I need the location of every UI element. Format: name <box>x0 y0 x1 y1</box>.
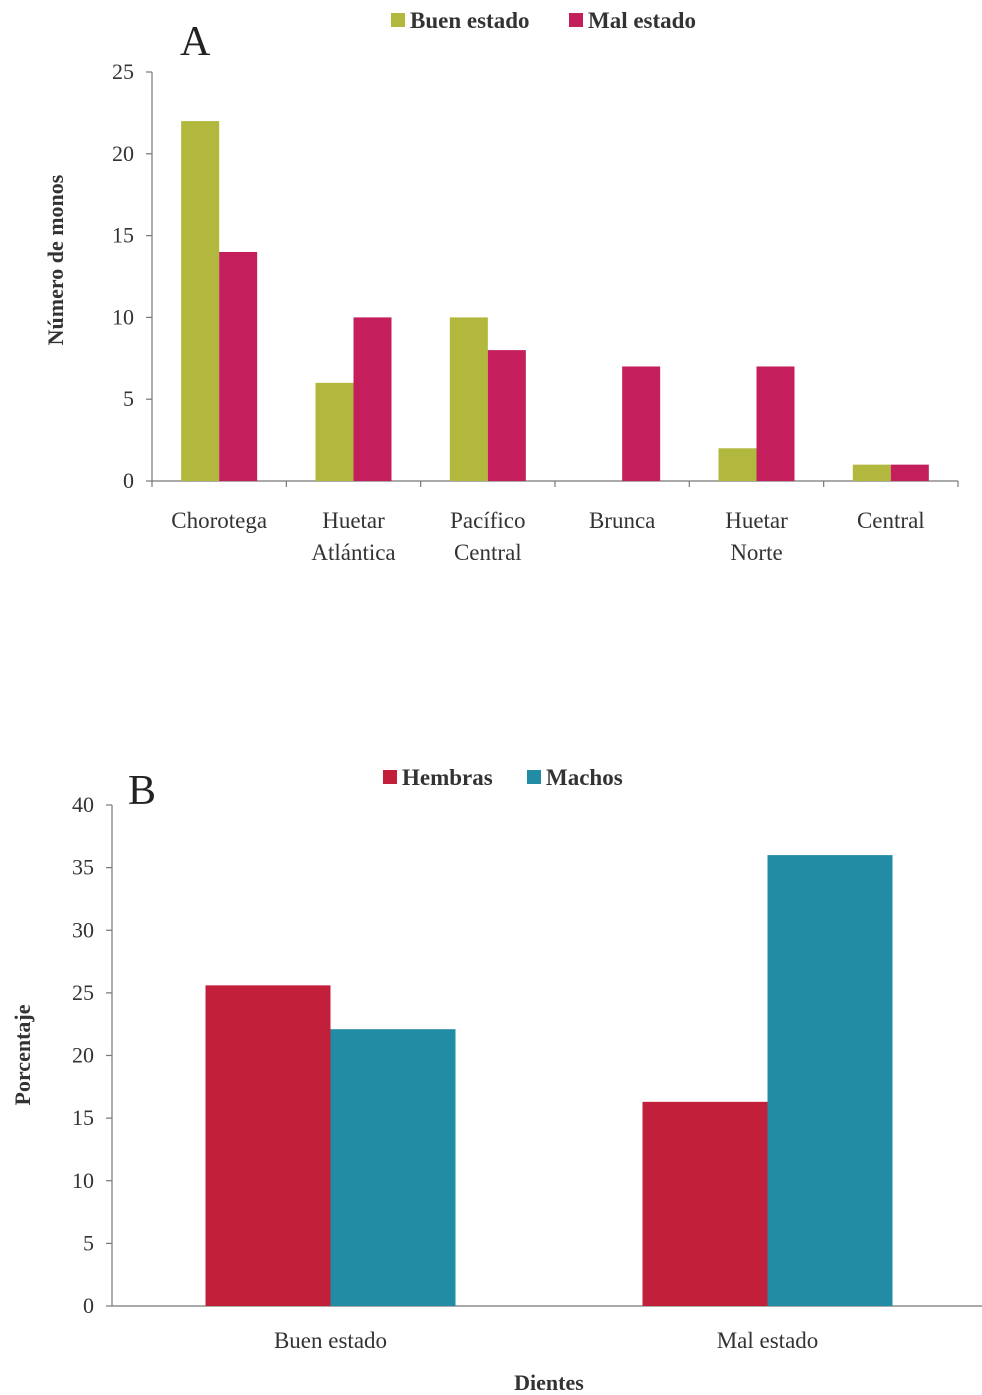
x-axis-title: Dientes <box>514 1370 584 1395</box>
legend-label: Hembras <box>402 765 493 790</box>
bar <box>315 382 354 481</box>
legend-label: Machos <box>546 765 623 790</box>
y-tick-label: 35 <box>72 855 94 880</box>
y-tick-label: 25 <box>72 980 94 1005</box>
legend-swatch <box>569 13 583 27</box>
bar <box>622 366 661 481</box>
y-tick-label: 15 <box>72 1105 94 1130</box>
x-category-label: Pacífico <box>450 508 525 533</box>
y-tick-label: 10 <box>112 304 134 329</box>
legend-swatch <box>383 770 397 784</box>
bar <box>449 317 488 481</box>
x-category-label: Atlántica <box>311 540 395 565</box>
bar <box>205 985 331 1306</box>
bar <box>718 448 757 481</box>
bar <box>756 366 795 481</box>
y-tick-label: 20 <box>72 1043 94 1068</box>
bar <box>181 121 220 481</box>
y-tick-label: 15 <box>112 223 134 248</box>
bar <box>330 1029 456 1306</box>
panel-label: A <box>180 19 211 65</box>
bar <box>890 464 929 481</box>
legend-swatch <box>527 770 541 784</box>
y-tick-label: 5 <box>123 386 134 411</box>
x-category-label: Mal estado <box>717 1328 819 1353</box>
y-tick-label: 10 <box>72 1168 94 1193</box>
legend-label: Buen estado <box>410 8 530 33</box>
y-tick-label: 0 <box>83 1293 94 1318</box>
bar <box>852 464 891 481</box>
bar <box>642 1101 768 1306</box>
x-category-label: Norte <box>730 540 782 565</box>
x-category-label: Chorotega <box>171 508 267 533</box>
x-category-label: Huetar <box>725 508 788 533</box>
y-tick-label: 20 <box>112 141 134 166</box>
y-tick-label: 0 <box>123 468 134 493</box>
bar <box>353 317 392 481</box>
bar <box>487 350 526 481</box>
y-tick-label: 30 <box>72 917 94 942</box>
x-category-label: Central <box>454 540 522 565</box>
x-category-label: Huetar <box>322 508 385 533</box>
x-category-label: Central <box>857 508 925 533</box>
y-axis-title: Porcentaje <box>10 1004 35 1105</box>
y-tick-label: 5 <box>83 1230 94 1255</box>
panel-label: B <box>128 768 156 814</box>
bar <box>767 855 893 1306</box>
x-category-label: Brunca <box>589 508 655 533</box>
y-tick-label: 40 <box>72 792 94 817</box>
y-tick-label: 25 <box>112 59 134 84</box>
legend-label: Mal estado <box>588 8 696 33</box>
bar <box>219 251 258 481</box>
x-category-label: Buen estado <box>274 1328 387 1353</box>
legend-swatch <box>391 13 405 27</box>
y-axis-title: Número de monos <box>43 174 68 345</box>
